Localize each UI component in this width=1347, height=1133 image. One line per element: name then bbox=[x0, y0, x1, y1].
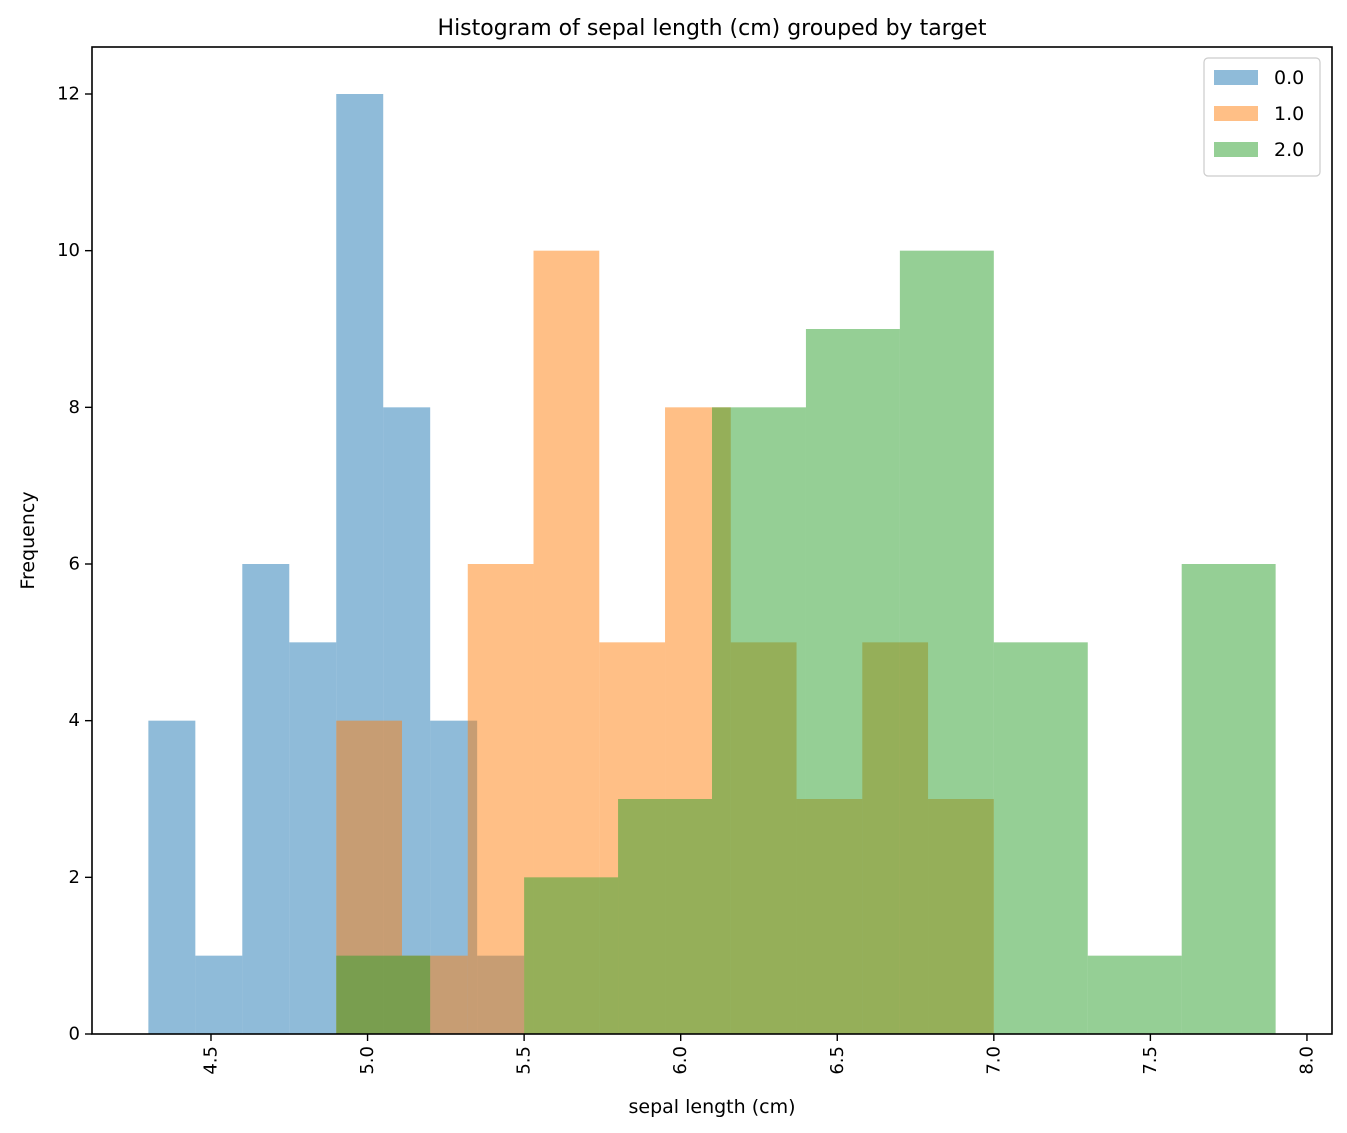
y-tick-label: 12 bbox=[57, 84, 80, 105]
legend-swatch-2 bbox=[1214, 142, 1258, 157]
y-tick-label: 8 bbox=[69, 397, 80, 418]
legend-label-1: 1.0 bbox=[1274, 103, 1304, 125]
legend-swatch-1 bbox=[1214, 106, 1258, 121]
legend: 0.0 1.0 2.0 bbox=[1203, 57, 1321, 177]
legend-label-2: 2.0 bbox=[1274, 139, 1304, 161]
x-tick-label: 7.0 bbox=[983, 1046, 1004, 1075]
bar-series-2-bin-2 bbox=[524, 877, 619, 1034]
x-axis-label: sepal length (cm) bbox=[629, 1096, 796, 1118]
x-tick-label: 5.5 bbox=[514, 1046, 535, 1075]
bar-series-0-bin-3 bbox=[289, 642, 337, 1034]
y-tick-label: 10 bbox=[57, 240, 80, 261]
x-axis-ticks: 4.5 5.0 5.5 6.0 6.5 7.0 7.5 8.0 bbox=[200, 1034, 1317, 1075]
bar-series-2-bin-4 bbox=[712, 407, 806, 1034]
bar-series-0-bin-2 bbox=[242, 564, 290, 1034]
bar-series-0-bin-1 bbox=[195, 955, 243, 1034]
bar-series-2-bin-5 bbox=[805, 329, 900, 1034]
x-tick-label: 6.0 bbox=[670, 1046, 691, 1075]
bar-series-2-bin-3 bbox=[618, 799, 712, 1034]
bars-layer bbox=[148, 94, 1276, 1034]
y-tick-label: 4 bbox=[69, 710, 80, 731]
x-tick-label: 7.5 bbox=[1140, 1046, 1161, 1075]
y-axis-label: Frequency bbox=[17, 491, 39, 589]
chart-title: Histogram of sepal length (cm) grouped b… bbox=[438, 16, 987, 41]
x-tick-label: 5.0 bbox=[357, 1046, 378, 1075]
bar-series-0-bin-0 bbox=[148, 720, 196, 1034]
x-tick-label: 4.5 bbox=[200, 1046, 221, 1075]
series-2-bars bbox=[336, 250, 1276, 1034]
bar-series-2-bin-9 bbox=[1181, 564, 1276, 1034]
y-axis-ticks: 0 2 4 6 8 10 12 bbox=[57, 84, 92, 1045]
plot-frame bbox=[91, 46, 1333, 1035]
bar-series-2-bin-7 bbox=[993, 642, 1088, 1034]
bar-series-2-bin-6 bbox=[899, 250, 994, 1034]
legend-swatch-0 bbox=[1214, 70, 1258, 85]
y-tick-label: 0 bbox=[69, 1024, 80, 1045]
bar-series-1-bin-2 bbox=[467, 564, 534, 1034]
bar-series-2-bin-0 bbox=[336, 955, 431, 1034]
bar-series-2-bin-8 bbox=[1087, 955, 1182, 1034]
y-tick-label: 6 bbox=[69, 554, 80, 575]
x-tick-label: 6.5 bbox=[827, 1046, 848, 1075]
legend-label-0: 0.0 bbox=[1274, 67, 1304, 89]
x-tick-label: 8.0 bbox=[1296, 1046, 1317, 1075]
y-tick-label: 2 bbox=[69, 867, 80, 888]
